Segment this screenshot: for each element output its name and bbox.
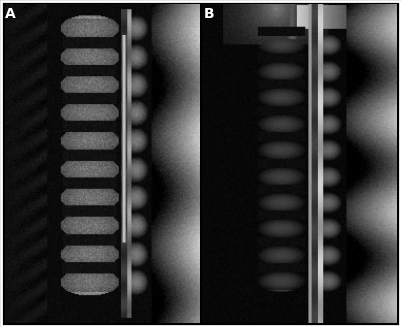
Text: A: A <box>5 7 16 21</box>
Text: B: B <box>204 7 214 21</box>
